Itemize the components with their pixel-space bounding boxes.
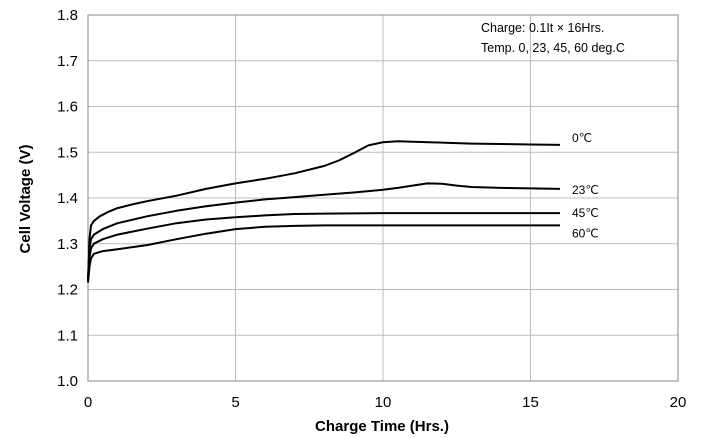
y-tick-label: 1.3 [57,236,78,253]
series-label: 0℃ [572,131,592,145]
series-curves [87,140,561,283]
series-line [87,140,561,281]
y-tick-label: 1.1 [57,327,78,344]
series-line [87,182,561,281]
x-tick-label: 20 [670,394,687,411]
annotation-temp: Temp. 0, 23, 45, 60 deg.C [481,41,625,55]
y-tick-label: 1.5 [57,144,78,161]
y-tick-label: 1.0 [57,373,78,390]
plot-frame [87,14,679,382]
y-tick-labels: 1.0 1.1 1.2 1.3 1.4 1.5 1.6 1.7 1.8 [57,7,78,390]
y-tick-label: 1.2 [57,282,78,299]
y-tick-label: 1.7 [57,53,78,70]
y-tick-label: 1.6 [57,99,78,116]
x-tick-label: 10 [375,394,392,411]
series-label: 23℃ [572,183,599,197]
series-line [87,224,560,283]
y-tick-label: 1.8 [57,7,78,24]
y-axis-label: Cell Voltage (V) [17,145,34,254]
x-tick-labels: 0 5 10 15 20 [84,394,687,411]
series-line [87,212,560,281]
y-gridlines [88,60,678,336]
x-axis-label: Charge Time (Hrs.) [315,418,449,435]
x-tick-label: 5 [231,394,239,411]
y-tick-label: 1.4 [57,190,78,207]
annotation-charge: Charge: 0.1It × 16Hrs. [481,21,604,35]
series-label: 60℃ [572,226,599,240]
x-tick-label: 0 [84,394,92,411]
x-tick-label: 15 [522,394,539,411]
series-label: 45℃ [572,206,599,220]
series-labels: 0℃ 23℃ 45℃ 60℃ [572,131,599,241]
